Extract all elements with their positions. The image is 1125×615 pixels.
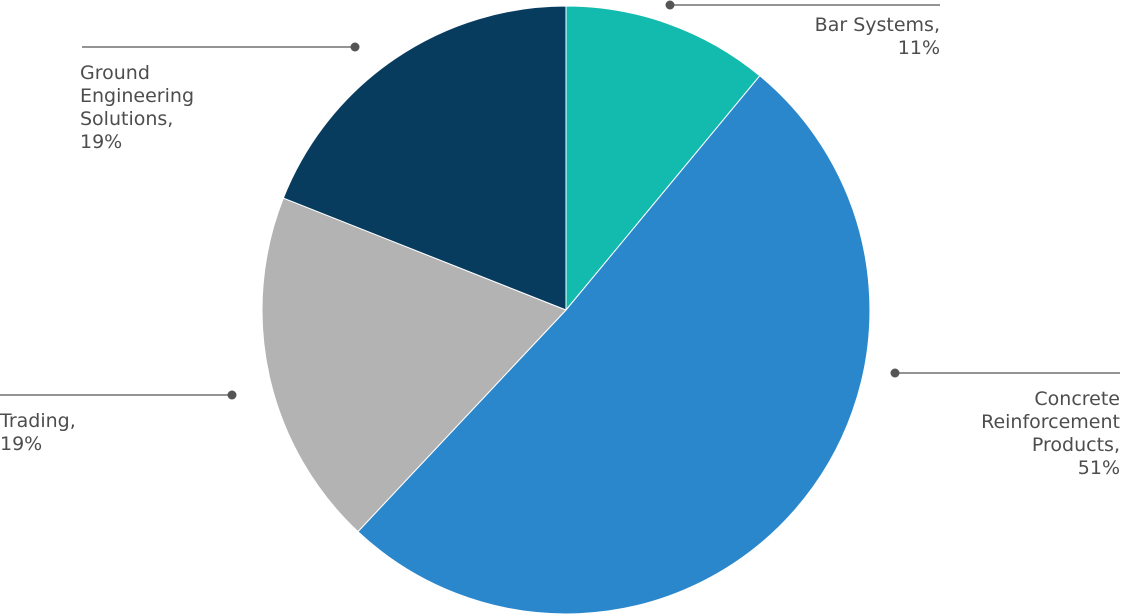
pie-slice-ground-engineering-solutions [282, 5, 567, 311]
slice-label-concrete-line-2: Reinforcement [981, 411, 1120, 433]
slice-label-ground-value: 19% [80, 131, 123, 153]
slice-label-ground-line-2: Engineering [80, 85, 194, 107]
slice-label-ground-line-3: Solutions, [80, 108, 174, 130]
slice-label-concrete-line-3: Products, [1031, 434, 1120, 456]
slice-label-ground-line-1: Ground [80, 62, 150, 84]
leader-dot-ground-engineering-solutions [350, 42, 360, 52]
slice-label-bar-systems-line-1: Bar Systems, [814, 14, 940, 36]
slice-label-bar-systems: Bar Systems, 11% [815, 14, 940, 60]
slice-label-ground-engineering-solutions: Ground Engineering Solutions, 19% [80, 62, 194, 154]
pie-slices [261, 5, 871, 615]
pie-slice-bar-systems [565, 5, 761, 312]
leader-dot-trading [227, 390, 237, 400]
leader-dot-concrete-reinforcement-products [890, 368, 900, 378]
pie-slice-concrete-reinforcement-products [357, 75, 871, 615]
slice-label-concrete-line-1: Concrete [1034, 388, 1120, 410]
slice-label-trading: Trading, 19% [0, 410, 76, 456]
slice-label-trading-line-1: Trading, [0, 410, 76, 432]
leader-dot-bar-systems [665, 0, 675, 10]
slice-label-trading-value: 19% [0, 433, 43, 455]
pie-slice-trading [261, 197, 567, 533]
leader-lines [0, 0, 1120, 400]
slice-label-concrete-value: 51% [1077, 457, 1120, 479]
slice-label-concrete-reinforcement-products: Concrete Reinforcement Products, 51% [981, 388, 1120, 480]
slice-label-bar-systems-value: 11% [897, 37, 940, 59]
